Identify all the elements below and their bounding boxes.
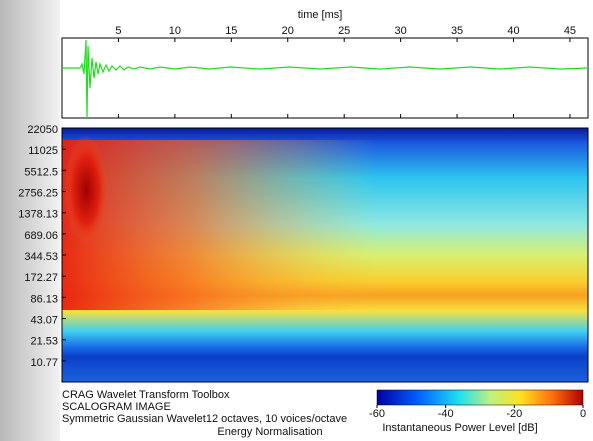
colorbar bbox=[376, 389, 584, 406]
y-tick-label: 21.53 bbox=[30, 336, 58, 348]
colorbar-tick-label: 0 bbox=[580, 408, 586, 420]
x-tick-label: 30 bbox=[395, 25, 407, 37]
scalogram-energy bbox=[62, 140, 588, 310]
y-tick-label: 344.53 bbox=[24, 251, 58, 263]
scalogram-peak bbox=[64, 135, 108, 245]
y-tick-label: 86.13 bbox=[30, 293, 58, 305]
footer-line: SCALOGRAM IMAGE bbox=[62, 401, 171, 413]
footer-line: Symmetric Gaussian Wavelet12 octaves, 10… bbox=[62, 413, 347, 425]
x-tick-label: 5 bbox=[115, 25, 121, 37]
x-axis-label: time [ms] bbox=[298, 9, 343, 21]
colorbar-label: Instantaneous Power Level [dB] bbox=[382, 422, 537, 434]
y-tick-label: 689.06 bbox=[24, 230, 58, 242]
x-tick-label: 20 bbox=[282, 25, 294, 37]
waveform-frame bbox=[61, 37, 589, 119]
colorbar-tick-label: -20 bbox=[506, 408, 522, 420]
x-tick-label: 15 bbox=[225, 25, 237, 37]
y-tick-label: 10.77 bbox=[30, 357, 58, 369]
y-tick-label: 22050 bbox=[27, 124, 58, 136]
y-tick-label: 5512.5 bbox=[24, 166, 58, 178]
colorbar-tick-label: -40 bbox=[438, 408, 454, 420]
footer-line: CRAG Wavelet Transform Toolbox bbox=[62, 389, 230, 401]
x-tick-label: 10 bbox=[169, 25, 181, 37]
x-tick-label: 25 bbox=[338, 25, 350, 37]
y-tick-label: 2756.25 bbox=[18, 187, 58, 199]
x-tick-label: 45 bbox=[564, 25, 576, 37]
footer-line: Energy Normalisation bbox=[217, 426, 322, 438]
x-tick-label: 35 bbox=[451, 25, 463, 37]
left-shade bbox=[0, 0, 60, 441]
y-tick-label: 11025 bbox=[28, 145, 58, 157]
waveform bbox=[62, 39, 589, 119]
y-tick-label: 1378.13 bbox=[18, 209, 58, 221]
y-tick-label: 172.27 bbox=[24, 272, 58, 284]
y-tick-label: 43.07 bbox=[30, 314, 58, 326]
x-tick-label: 40 bbox=[507, 25, 519, 37]
colorbar-tick-label: -60 bbox=[369, 408, 385, 420]
